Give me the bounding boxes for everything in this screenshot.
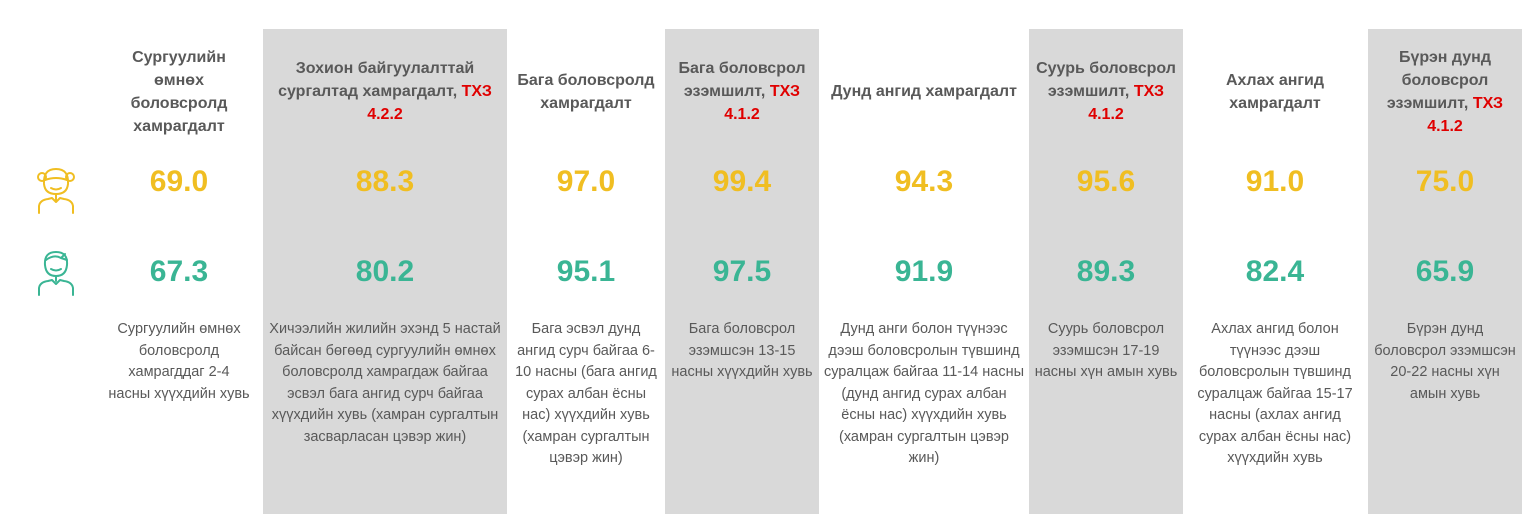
boy-value: 97.5 [712, 255, 772, 288]
girl-value: 95.6 [1076, 165, 1136, 198]
column-description: Ахлах ангид болон түүнээс дээш боловсрол… [1197, 321, 1353, 466]
column-description: Сургуулийн өмнөх боловсролд хамрагддаг 2… [108, 321, 250, 402]
girl-value: 75.0 [1415, 165, 1475, 198]
column-title: Бага боловсролд хамрагдалт [517, 71, 655, 112]
boy-value: 67.3 [149, 255, 209, 288]
indicator-column: Суурь боловсрол эзэмшилт, ТХЗ 4.1.2 95.6… [1029, 29, 1183, 514]
indicator-column: Бага боловсролд хамрагдалт 97.0 95.1 Баг… [507, 29, 665, 514]
boy-icon [38, 251, 74, 296]
column-description: Бага эсвэл дунд ангид сурч байгаа 6-10 н… [515, 321, 657, 466]
girl-value: 94.3 [894, 165, 954, 198]
column-title: Бага боловсрол эзэмшилт, ТХЗ 4.1.2 [678, 60, 806, 123]
column-description: Бүрэн дунд боловсрол эзэмшсэн 20-22 насн… [1374, 321, 1516, 402]
girl-icon [37, 168, 75, 214]
girl-value: 91.0 [1245, 165, 1305, 198]
boy-value: 65.9 [1415, 255, 1475, 288]
indicator-column: Бага боловсрол эзэмшилт, ТХЗ 4.1.2 99.4 … [665, 29, 819, 514]
boy-value: 82.4 [1245, 255, 1305, 288]
column-description: Бага боловсрол эзэмшсэн 13-15 насны хүүх… [671, 321, 813, 380]
column-description: Хичээлийн жилийн эхэнд 5 настай байсан б… [269, 321, 501, 445]
column-title: Бүрэн дунд боловсрол эзэмшилт, ТХЗ 4.1.2 [1386, 48, 1504, 135]
indicator-column: Зохион байгуулалттай сургалтад хамрагдал… [263, 29, 507, 514]
indicator-column: Дунд ангид хамрагдалт 94.3 91.9 Дунд анг… [819, 29, 1029, 514]
column-title: Сургуулийн өмнөх боловсролд хамрагдалт [130, 48, 228, 135]
column-description: Суурь боловсрол эзэмшсэн 17-19 насны хүн… [1034, 321, 1178, 380]
boy-value: 95.1 [556, 255, 616, 288]
girl-value: 88.3 [355, 165, 415, 198]
girl-value: 97.0 [556, 165, 616, 198]
column-title: Дунд ангид хамрагдалт [831, 83, 1017, 100]
indicator-column: Ахлах ангид хамрагдалт 91.0 82.4 Ахлах а… [1192, 29, 1358, 514]
girl-value: 69.0 [149, 165, 209, 198]
girl-value: 99.4 [712, 165, 772, 198]
boy-value: 80.2 [355, 255, 415, 288]
column-title: Ахлах ангид хамрагдалт [1225, 71, 1325, 112]
boy-value: 89.3 [1076, 255, 1136, 288]
boy-value: 91.9 [894, 255, 954, 288]
column-description: Дунд анги болон түүнээс дээш боловсролын… [823, 321, 1025, 466]
indicator-column: Бүрэн дунд боловсрол эзэмшилт, ТХЗ 4.1.2… [1368, 29, 1522, 514]
column-title: Зохион байгуулалттай сургалтад хамрагдал… [278, 60, 492, 123]
indicator-column: Сургуулийн өмнөх боловсролд хамрагдалт 6… [104, 29, 254, 514]
column-title: Суурь боловсрол эзэмшилт, ТХЗ 4.1.2 [1036, 60, 1176, 123]
